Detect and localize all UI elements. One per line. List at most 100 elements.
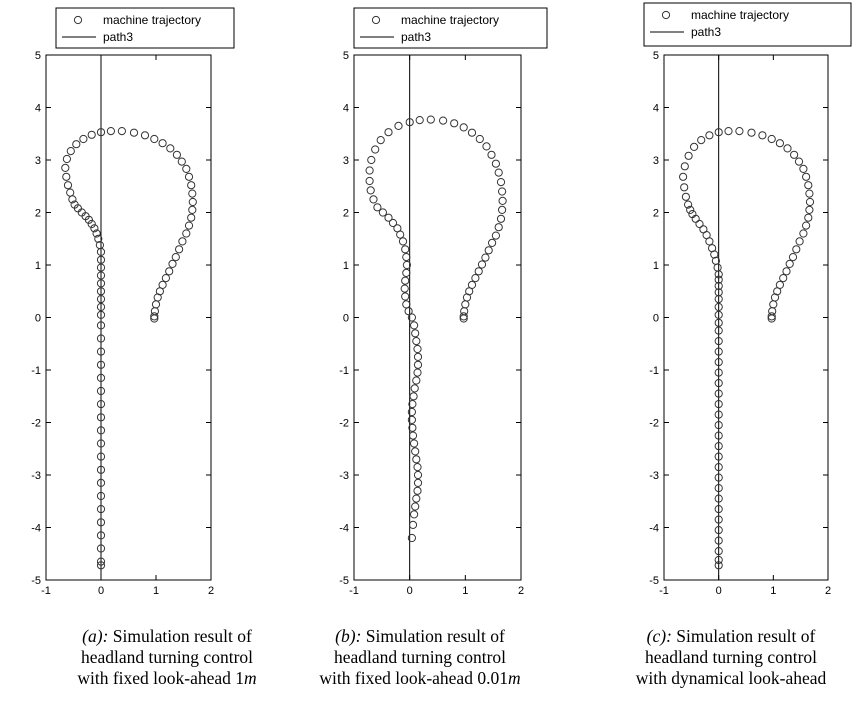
trajectory-point-c	[699, 225, 708, 234]
legend-marker-trajectory-c	[661, 10, 671, 20]
trajectory-point-c	[714, 547, 723, 556]
trajectory-point-a	[96, 505, 106, 514]
trajectory-point-b	[474, 267, 483, 276]
y-tick-label-b: 1	[343, 260, 349, 272]
x-tick-label-a: 1	[153, 585, 159, 597]
trajectory-point-a	[94, 234, 103, 243]
trajectory-point-b	[411, 447, 420, 456]
trajectory-point-a	[66, 188, 75, 197]
trajectory-point-c	[714, 288, 723, 297]
trajectory-point-c	[802, 221, 811, 230]
trajectory-point-b	[407, 313, 416, 322]
trajectory-point-a	[140, 131, 150, 140]
trajectory-point-b	[496, 214, 506, 223]
trajectory-point-a	[188, 205, 197, 214]
trajectory-point-b	[371, 145, 380, 154]
trajectory-point-c	[747, 128, 756, 137]
trajectory-point-a	[70, 200, 79, 209]
trajectory-point-c	[705, 131, 714, 140]
trajectory-point-a	[96, 465, 106, 474]
trajectory-point-c	[785, 259, 794, 268]
legend-a: machine trajectory path3	[55, 7, 235, 49]
y-tick-label-a: 1	[35, 260, 41, 272]
trajectory-point-a	[96, 271, 106, 280]
trajectory-point-a	[158, 139, 167, 148]
trajectory-point-a	[175, 245, 184, 254]
trajectory-point-a	[150, 314, 159, 323]
trajectory-point-a	[96, 557, 106, 566]
trajectory-point-a	[151, 300, 161, 309]
trajectory-point-c	[713, 263, 722, 272]
trajectory-point-b	[410, 321, 419, 330]
trajectory-point-c	[799, 229, 808, 238]
y-tick-label-c: 1	[653, 260, 659, 272]
trajectory-point-c	[679, 172, 688, 181]
x-tick-label-c: 1	[770, 585, 776, 597]
trajectory-point-c	[758, 131, 767, 140]
trajectory-point-a	[96, 360, 106, 369]
trajectory-point-c	[714, 452, 723, 461]
trajectory-point-c	[767, 312, 776, 321]
trajectory-point-c	[714, 515, 723, 524]
trajectory-point-b	[402, 268, 411, 277]
trajectory-point-b	[413, 478, 423, 487]
trajectory-point-b	[475, 134, 484, 144]
trajectory-point-b	[404, 307, 413, 316]
trajectory-point-a	[96, 561, 106, 570]
x-tick-label-c: -1	[659, 585, 669, 597]
y-tick-label-a: -1	[31, 365, 41, 377]
y-tick-label-a: 3	[35, 155, 41, 167]
legend-marker-trajectory-b	[371, 15, 381, 25]
trajectory-point-a	[96, 255, 106, 264]
trajectory-point-c	[714, 494, 723, 503]
trajectory-point-a	[96, 321, 106, 330]
y-tick-label-b: -4	[339, 523, 349, 535]
trajectory-point-b	[413, 352, 423, 361]
y-tick-label-b: 4	[343, 103, 349, 115]
trajectory-point-b	[498, 187, 507, 196]
trajectory-point-b	[496, 178, 506, 187]
trajectory-point-b	[467, 128, 477, 137]
trajectory-point-c	[714, 389, 723, 398]
trajectory-point-b	[439, 116, 448, 125]
y-tick-label-a: 5	[35, 50, 41, 62]
trajectory-point-a	[62, 154, 72, 164]
trajectory-point-b	[413, 360, 423, 369]
legend-box-b	[353, 7, 548, 49]
trajectory-point-a	[150, 134, 159, 144]
trajectory-point-b	[412, 494, 421, 503]
legend-box-a	[55, 7, 235, 49]
trajectory-point-c	[714, 505, 723, 514]
y-tick-label-a: 0	[35, 313, 41, 325]
trajectory-point-a	[96, 373, 106, 382]
trajectory-point-b	[407, 407, 416, 417]
trajectory-point-c	[804, 181, 813, 190]
trajectory-point-a	[66, 147, 75, 156]
trajectory-point-b	[413, 470, 423, 480]
trajectory-point-c	[788, 253, 798, 262]
trajectory-point-a	[184, 172, 194, 181]
trajectory-point-c	[769, 300, 778, 309]
trajectory-point-b	[413, 368, 422, 377]
y-tick-label-b: -1	[339, 365, 349, 377]
trajectory-point-c	[711, 256, 721, 265]
trajectory-point-c	[714, 281, 723, 291]
trajectory-point-c	[684, 200, 693, 209]
trajectory-point-b	[412, 455, 421, 464]
x-tick-label-a: 2	[208, 585, 214, 597]
trajectory-point-a	[72, 140, 81, 149]
caption-c-line2: headland turning control	[644, 647, 818, 667]
y-tick-label-c: -1	[649, 365, 659, 377]
legend-marker-trajectory-a	[73, 15, 83, 25]
trajectory-point-c	[790, 150, 799, 159]
trajectory-point-a	[96, 400, 106, 409]
trajectory-point-b	[494, 168, 503, 177]
trajectory-point-b	[450, 119, 459, 128]
legend-box-c	[643, 2, 852, 47]
trajectory-point-b	[384, 128, 393, 137]
trajectory-point-a	[96, 426, 106, 435]
trajectory-point-a	[168, 259, 177, 268]
trajectory-point-b	[411, 502, 420, 511]
trajectory-point-c	[767, 314, 776, 323]
x-tick-label-b: -1	[349, 585, 359, 597]
